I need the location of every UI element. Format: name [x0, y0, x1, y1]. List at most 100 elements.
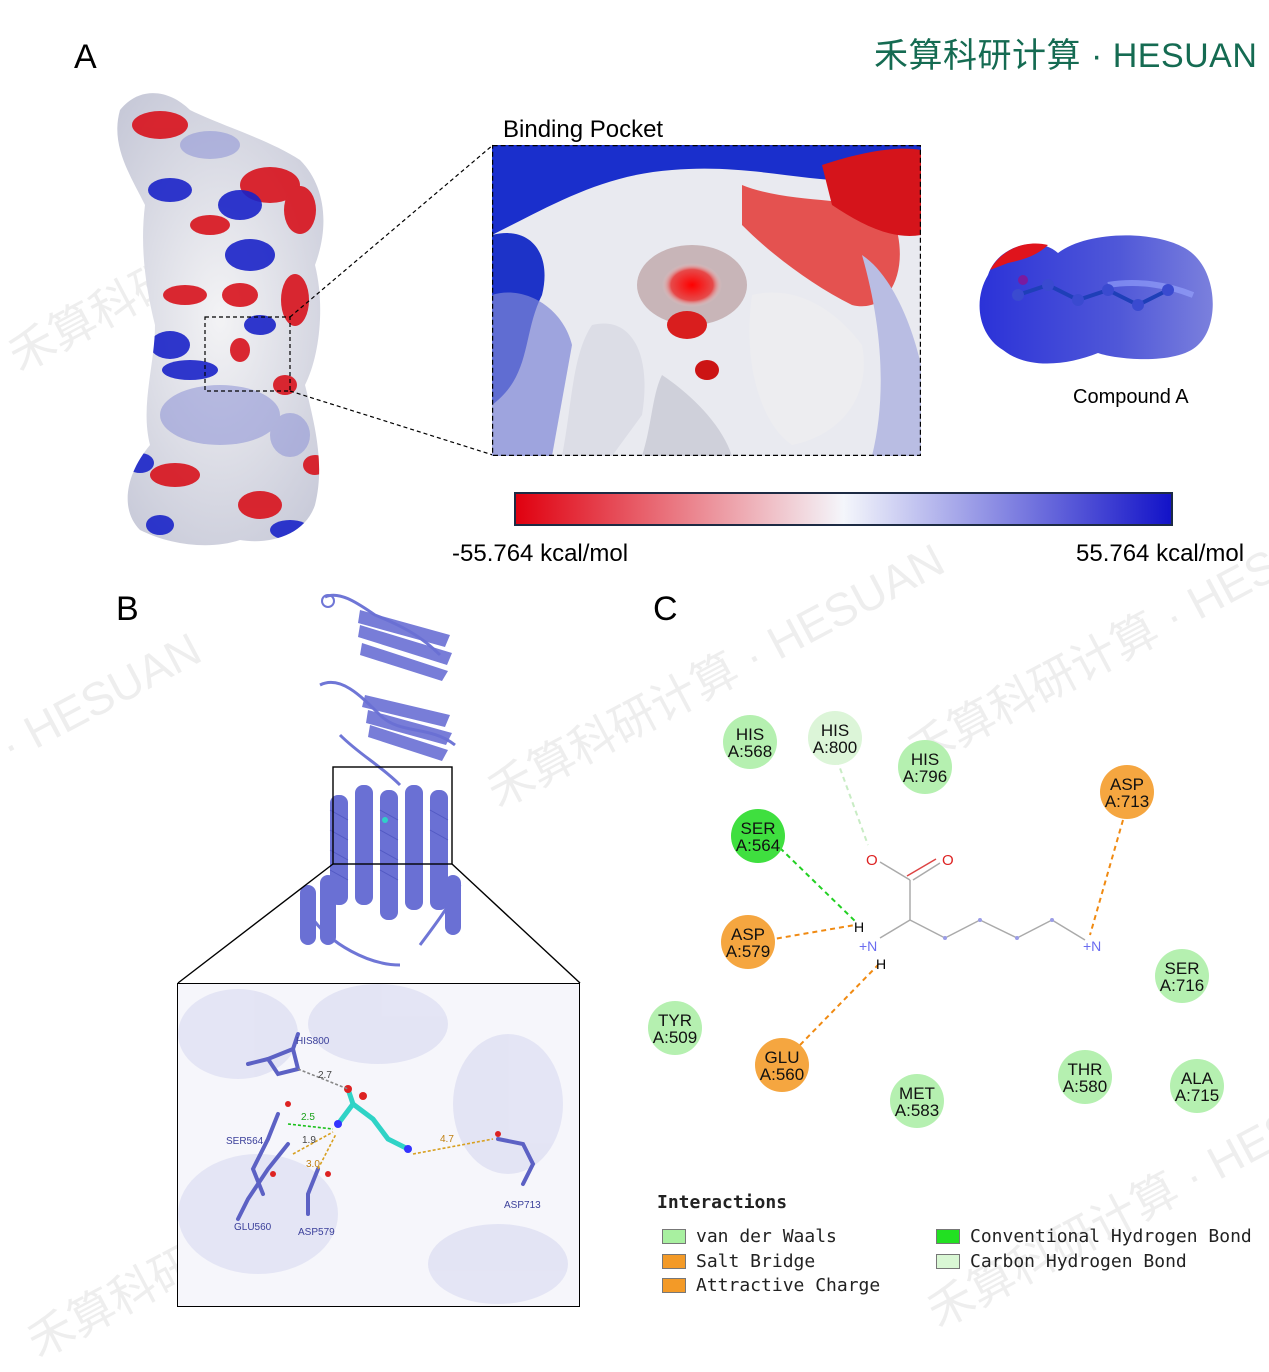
residue-name: SER — [741, 819, 776, 838]
zoom-box-b — [177, 766, 581, 984]
residue-name: HIS — [736, 725, 764, 744]
residue-id: A:579 — [726, 942, 770, 961]
distance-label: 4.7 — [440, 1134, 454, 1145]
legend-item: Conventional Hydrogen Bond — [936, 1226, 1252, 1247]
legend-label: Salt Bridge — [696, 1251, 816, 1272]
legend-swatch — [936, 1254, 960, 1269]
residue-circle — [721, 915, 775, 969]
legend-label: van der Waals — [696, 1226, 837, 1247]
residue-circle — [1100, 765, 1154, 819]
conventional-hbond-line — [779, 847, 857, 923]
residue-circle — [890, 1074, 944, 1128]
residue-circle — [755, 1038, 809, 1092]
residue-id: A:509 — [653, 1028, 697, 1047]
carbon-hbond-line — [836, 759, 869, 846]
compound-label: Compound A — [1073, 386, 1189, 408]
residue-id: A:715 — [1175, 1086, 1219, 1105]
residue-id: A:716 — [1160, 976, 1204, 995]
legend-swatch — [662, 1229, 686, 1244]
watermark: · HESUAN — [0, 622, 210, 772]
brand-title: 禾算科研计算 · HESUAN — [874, 37, 1258, 75]
residue-circle — [898, 740, 952, 794]
panel-c-letter: C — [653, 590, 678, 628]
residue-id: A:713 — [1105, 792, 1149, 811]
protein-ribbon — [300, 593, 462, 967]
interaction-detail-view: HIS800 SER564 GLU560 ASP579 ASP713 2.7 2… — [177, 983, 580, 1307]
colorbar-min-label: -55.764 kcal/mol — [452, 540, 629, 567]
protein-surface — [117, 93, 324, 546]
residue-circle — [723, 715, 777, 769]
colorbar — [514, 492, 1173, 526]
residue-name: TYR — [658, 1011, 692, 1030]
legend-title: Interactions — [657, 1192, 788, 1213]
legend-item: van der Waals — [662, 1226, 837, 1247]
residue-label-asp713: ASP713 — [504, 1200, 541, 1211]
residue-circle — [808, 711, 862, 765]
compound-surface — [979, 235, 1213, 364]
atom-nitrogen: +N — [859, 938, 877, 954]
zoom-connector — [289, 144, 494, 456]
residue-name: THR — [1068, 1060, 1103, 1079]
residue-id: A:796 — [903, 767, 947, 786]
residue-label-ser564: SER564 — [226, 1136, 264, 1147]
residue-name: ASP — [731, 925, 765, 944]
binding-pocket-view — [492, 145, 921, 456]
residue-id: A:583 — [895, 1101, 939, 1120]
residue-label-glu560: GLU560 — [234, 1222, 272, 1233]
residue-id: A:560 — [760, 1065, 804, 1084]
residue-name: SER — [1165, 959, 1200, 978]
residue-id: A:800 — [813, 738, 857, 757]
salt-bridge-line — [799, 964, 879, 1046]
panel-b-letter: B — [116, 590, 139, 628]
legend-item: Salt Bridge — [662, 1251, 815, 1272]
distance-label: 3.0 — [306, 1159, 320, 1170]
binding-pocket-title: Binding Pocket — [503, 116, 664, 143]
residue-label-his800: HIS800 — [296, 1036, 330, 1047]
residue-circle — [1170, 1059, 1224, 1113]
legend-label: Attractive Charge — [696, 1275, 881, 1296]
residue-circle — [1155, 949, 1209, 1003]
distance-label: 1.9 — [302, 1135, 316, 1146]
atom-oxygen: O — [942, 852, 954, 869]
distance-label: 2.5 — [301, 1112, 315, 1123]
residue-name: MET — [899, 1084, 935, 1103]
residue-id: A:564 — [736, 836, 780, 855]
residue-label-asp579: ASP579 — [298, 1227, 335, 1238]
residue-name: ASP — [1110, 775, 1144, 794]
attractive-charge-line — [1089, 819, 1124, 936]
residue-circle — [731, 809, 785, 863]
atom-oxygen: O — [866, 852, 878, 869]
panel-a-letter: A — [74, 38, 97, 76]
legend-swatch — [662, 1254, 686, 1269]
salt-bridge-line — [767, 924, 856, 941]
atom-hydrogen: H — [854, 919, 864, 935]
legend-label: Conventional Hydrogen Bond — [970, 1226, 1252, 1247]
residue-name: HIS — [821, 721, 849, 740]
legend-swatch — [936, 1229, 960, 1244]
legend-item: Carbon Hydrogen Bond — [936, 1251, 1187, 1272]
residue-name: ALA — [1181, 1069, 1214, 1088]
residue-name: HIS — [911, 750, 939, 769]
residue-name: GLU — [765, 1048, 800, 1067]
residue-id: A:580 — [1063, 1077, 1107, 1096]
residue-circle — [648, 1001, 702, 1055]
colorbar-max-label: 55.764 kcal/mol — [1076, 540, 1245, 567]
residue-id: A:568 — [728, 742, 772, 761]
atom-nitrogen: +N — [1083, 938, 1101, 954]
legend-swatch — [662, 1278, 686, 1293]
legend-label: Carbon Hydrogen Bond — [970, 1251, 1187, 1272]
residue-circle — [1058, 1050, 1112, 1104]
atom-hydrogen: H — [876, 956, 886, 972]
